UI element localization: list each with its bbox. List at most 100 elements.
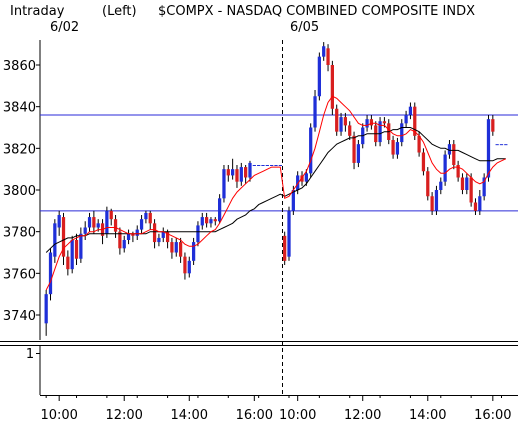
candle-down <box>170 242 174 253</box>
panel-label: (Left) <box>102 4 137 19</box>
candle-up <box>135 229 139 236</box>
x-tick-label-4: 10:00 <box>279 408 316 423</box>
candle-up <box>222 169 226 199</box>
x-tick-label-7: 16:00 <box>474 408 511 423</box>
candle-up <box>291 190 295 211</box>
candle-down <box>165 231 170 243</box>
candle-down <box>61 217 66 257</box>
candle-up <box>44 294 48 324</box>
y-tick-label-3860: 3860 <box>3 59 36 74</box>
candle-up <box>157 237 161 243</box>
candle-down <box>391 140 395 155</box>
candle-up <box>439 181 443 190</box>
candle-up <box>400 123 404 143</box>
candle-down <box>300 175 304 182</box>
candle-down <box>204 217 209 224</box>
x-tick-label-2: 14:00 <box>171 408 208 423</box>
candle-up <box>257 165 261 166</box>
candle-down <box>244 167 248 178</box>
candle-up <box>274 165 278 166</box>
y-tick-label-3800: 3800 <box>3 184 36 199</box>
candle-up <box>209 219 213 224</box>
candle-down <box>326 48 330 65</box>
candle-up <box>139 219 144 230</box>
candle-down <box>491 119 495 132</box>
candle-up <box>504 144 508 146</box>
candle-up <box>191 242 196 261</box>
candle-up <box>248 162 252 178</box>
candle-up <box>404 115 408 124</box>
candle-down <box>369 119 374 126</box>
candle-up <box>252 165 256 166</box>
candle-down <box>330 65 334 109</box>
candle-up <box>48 252 53 295</box>
x-tick-label-0: 10:00 <box>40 408 77 423</box>
candle-down <box>131 233 135 236</box>
candle-up <box>70 240 74 270</box>
candle-down <box>109 210 113 220</box>
candle-up <box>296 175 300 190</box>
lower-panel-tick-label: 1 <box>26 347 34 362</box>
candle-down <box>456 165 460 178</box>
candle-up <box>53 223 57 257</box>
candle-up <box>309 127 313 174</box>
candle-up <box>122 240 126 249</box>
candle-down <box>417 135 421 153</box>
candle-up <box>287 210 291 257</box>
candle-up <box>265 165 269 166</box>
candle-down <box>382 121 387 124</box>
candle-up <box>443 154 447 182</box>
candle-up <box>499 144 504 146</box>
candle-up <box>196 225 200 243</box>
candle-up <box>395 142 400 155</box>
candle-down <box>213 219 217 222</box>
candle-up <box>322 46 326 57</box>
candle-up <box>57 215 61 228</box>
candle-up <box>161 231 165 238</box>
candle-down <box>118 231 122 249</box>
chart-title: $COMPX - NASDAQ COMBINED COMPOSITE INDX <box>158 4 475 19</box>
candle-up <box>365 119 369 128</box>
candle-up <box>495 144 499 146</box>
candle-up <box>278 165 282 166</box>
candle-up <box>174 242 178 253</box>
candle-down <box>74 240 79 259</box>
candle-down <box>152 223 157 243</box>
x-tick-label-3: 16:00 <box>236 408 273 423</box>
candle-up <box>218 198 222 222</box>
session-date-1: 6/02 <box>50 20 79 35</box>
candle-up <box>434 190 439 211</box>
candle-down <box>430 196 434 211</box>
moving-average-long <box>45 127 506 253</box>
horizontal-levels <box>40 114 518 212</box>
candle-down <box>235 169 239 182</box>
candle-up <box>465 177 469 190</box>
x-tick-label-1: 12:00 <box>105 408 142 423</box>
candle-down <box>469 177 473 203</box>
candle-up <box>339 117 343 132</box>
candles <box>44 42 508 336</box>
candle-up <box>96 223 100 228</box>
candle-up <box>261 165 265 166</box>
candle-up <box>105 210 109 234</box>
candle-up <box>313 96 317 128</box>
candle-up <box>478 196 482 211</box>
candle-up <box>83 227 87 234</box>
candle-down <box>421 152 426 172</box>
candle-up <box>79 233 83 259</box>
candle-up <box>187 260 191 274</box>
candle-up <box>482 177 486 197</box>
candle-up <box>356 144 361 163</box>
x-tick-label-6: 14:00 <box>409 408 446 423</box>
candle-up <box>87 217 92 228</box>
candle-down <box>178 242 183 257</box>
candle-down <box>335 108 339 132</box>
y-tick-label-3740: 3740 <box>3 309 36 324</box>
candle-down <box>113 219 118 232</box>
candle-up <box>408 106 413 115</box>
candle-up <box>200 217 204 226</box>
candle-down <box>148 212 152 224</box>
candle-down <box>92 217 96 228</box>
candle-up <box>317 56 321 97</box>
